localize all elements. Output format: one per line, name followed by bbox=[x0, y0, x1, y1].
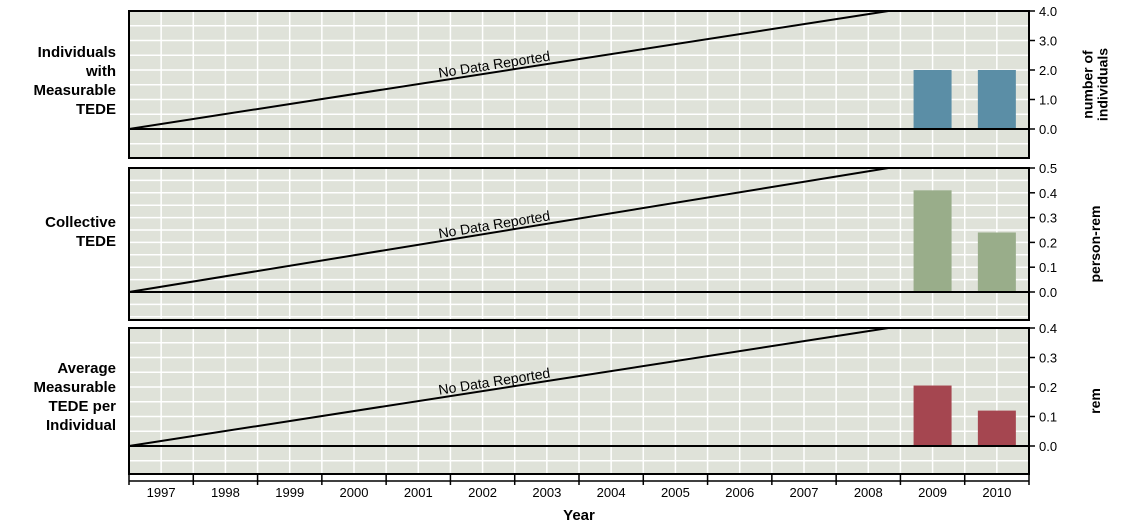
x-tick-label: 1998 bbox=[211, 485, 240, 500]
x-tick-label: 2003 bbox=[532, 485, 561, 500]
bar-2010 bbox=[977, 410, 1016, 446]
y-tick-label: 0.4 bbox=[1039, 186, 1057, 201]
y-tick-label: 0.1 bbox=[1039, 410, 1057, 425]
y-tick-label: 0.3 bbox=[1039, 351, 1057, 366]
y-tick-label: 3.0 bbox=[1039, 34, 1057, 49]
y-tick-label: 4.0 bbox=[1039, 4, 1057, 19]
row-label: TEDE bbox=[76, 233, 116, 250]
y-axis-title: rem bbox=[1087, 388, 1103, 414]
bar-2009 bbox=[913, 190, 952, 292]
x-tick-label: 1999 bbox=[275, 485, 304, 500]
no-data-line bbox=[128, 10, 889, 130]
y-tick-label: 0.0 bbox=[1039, 122, 1057, 137]
y-tick-label: 0.2 bbox=[1039, 380, 1057, 395]
y-tick-label: 0.0 bbox=[1039, 285, 1057, 300]
row-label: with bbox=[85, 63, 116, 80]
y-tick-label: 0.3 bbox=[1039, 211, 1057, 226]
plot-border-3 bbox=[128, 327, 1030, 475]
x-tick-label: 2009 bbox=[918, 485, 947, 500]
row-label: Average bbox=[57, 360, 116, 377]
x-tick-label: 2006 bbox=[725, 485, 754, 500]
y-axis-title: individuals bbox=[1095, 48, 1111, 121]
y-tick-label: 0.0 bbox=[1039, 439, 1057, 454]
x-tick-label: 2010 bbox=[982, 485, 1011, 500]
plot-border-2 bbox=[128, 167, 1030, 321]
bar-2009 bbox=[913, 385, 952, 446]
x-tick-label: 2000 bbox=[340, 485, 369, 500]
row-label: Individuals bbox=[38, 44, 116, 61]
y-tick-label: 0.5 bbox=[1039, 161, 1057, 176]
bar-2010 bbox=[977, 70, 1016, 129]
y-tick-label: 1.0 bbox=[1039, 93, 1057, 108]
y-tick-label: 2.0 bbox=[1039, 63, 1057, 78]
row-label: Collective bbox=[45, 214, 116, 231]
bar-2010 bbox=[977, 232, 1016, 292]
x-tick-label: 1997 bbox=[147, 485, 176, 500]
no-data-line bbox=[128, 167, 889, 293]
x-tick-label: 2002 bbox=[468, 485, 497, 500]
x-axis-title: Year bbox=[563, 507, 595, 524]
x-tick-label: 2007 bbox=[790, 485, 819, 500]
row-label: Measurable bbox=[33, 379, 116, 396]
y-tick-label: 0.1 bbox=[1039, 260, 1057, 275]
plot-border-1 bbox=[128, 10, 1030, 159]
y-tick-label: 0.2 bbox=[1039, 235, 1057, 250]
x-tick-label: 2001 bbox=[404, 485, 433, 500]
row-label: TEDE bbox=[76, 101, 116, 118]
y-axis-title: number of bbox=[1080, 50, 1096, 119]
bar-2009 bbox=[913, 70, 952, 129]
x-tick-label: 2004 bbox=[597, 485, 626, 500]
row-label: Individual bbox=[46, 417, 116, 434]
y-tick-label: 0.4 bbox=[1039, 321, 1057, 336]
x-tick-label: 2005 bbox=[661, 485, 690, 500]
y-axis-title: person-rem bbox=[1087, 205, 1103, 282]
row-label: Measurable bbox=[33, 82, 116, 99]
no-data-line bbox=[128, 327, 889, 447]
row-label: TEDE per bbox=[48, 398, 116, 415]
x-tick-label: 2008 bbox=[854, 485, 883, 500]
